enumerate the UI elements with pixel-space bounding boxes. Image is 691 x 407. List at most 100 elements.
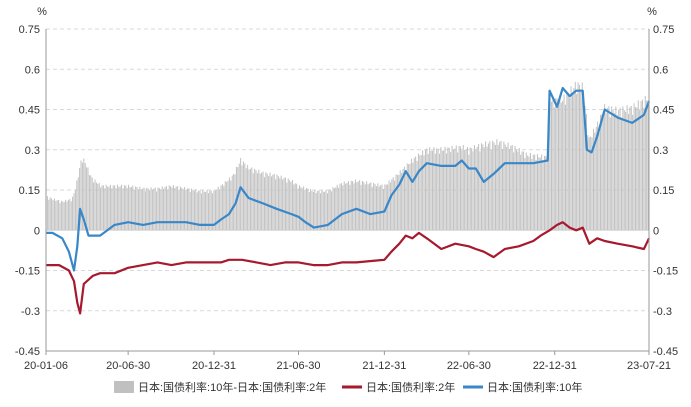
x-tick-label: 21-12-31 (362, 360, 406, 372)
spread-bar (224, 180, 226, 231)
spread-bar (535, 160, 537, 231)
y-tick-label-left: 0.6 (25, 64, 40, 76)
spread-bar (633, 103, 635, 231)
spread-bar (515, 149, 517, 231)
spread-bar (153, 188, 155, 231)
spread-bar (616, 115, 618, 231)
spread-bar (214, 190, 216, 231)
spread-bar (272, 174, 274, 231)
spread-bar (536, 153, 538, 231)
spread-bar (151, 189, 153, 231)
spread-bar (135, 186, 137, 231)
spread-bar (268, 176, 270, 231)
spread-bar (611, 106, 613, 231)
spread-bar (359, 180, 361, 231)
x-tick-label: 23-07-21 (627, 360, 671, 372)
spread-bar (486, 146, 488, 231)
spread-bar (576, 94, 578, 231)
spread-bar (150, 187, 152, 231)
spread-bar (440, 147, 442, 231)
spread-bar (416, 160, 418, 231)
spread-bar (569, 98, 571, 231)
spread-bar (198, 190, 200, 231)
spread-bar (188, 188, 190, 231)
spread-bar (262, 171, 264, 231)
spread-bar (52, 200, 54, 231)
spread-bar (511, 144, 513, 231)
spread-bar (216, 189, 218, 231)
spread-bar (462, 144, 464, 231)
spread-bar (412, 162, 414, 231)
spread-bar (557, 106, 559, 231)
yield-10y-line (46, 86, 651, 272)
spread-bar (343, 181, 345, 231)
spread-bar (566, 92, 568, 231)
spread-bar (399, 170, 401, 231)
spread-bar (562, 100, 564, 231)
spread-bar (479, 151, 481, 231)
spread-bar (436, 148, 438, 231)
spread-bar (559, 96, 561, 231)
spread-bar (353, 183, 355, 231)
spread-bar (587, 134, 589, 231)
spread-bar (612, 109, 614, 231)
spread-bar (293, 184, 295, 231)
spread-bar (126, 188, 128, 231)
spread-bar (588, 137, 590, 231)
spread-bar (508, 149, 510, 231)
spread-bar (111, 188, 113, 231)
spread-bar (146, 187, 148, 231)
spread-bar (499, 141, 501, 231)
spread-bar (91, 177, 93, 231)
spread-bar (321, 190, 323, 231)
spread-bar (160, 189, 162, 231)
y-tick-label-right: 0.15 (653, 185, 674, 197)
spread-bar (403, 166, 405, 231)
spread-bar (444, 146, 446, 231)
y-tick-label-left: 0.75 (19, 24, 40, 36)
y-tick-label-left: -0.15 (15, 266, 40, 278)
spread-bar (471, 148, 473, 231)
spread-bar (58, 199, 60, 231)
spread-bar (332, 187, 334, 231)
spread-bar (560, 102, 562, 231)
spread-bar (487, 143, 489, 231)
spread-bar (496, 139, 498, 231)
spread-bar (156, 191, 158, 231)
spread-bar (163, 188, 165, 231)
spread-bar (384, 184, 386, 231)
spread-bar (182, 189, 184, 231)
spread-bar (179, 186, 181, 231)
spread-bar (571, 92, 573, 231)
spread-bar (177, 186, 179, 231)
spread-bar (51, 198, 53, 231)
spread-bar (422, 150, 424, 231)
spread-bar (518, 148, 520, 231)
spread-bar (304, 190, 306, 231)
spread-bar (542, 160, 544, 231)
spread-bar (493, 142, 495, 231)
spread-bar (548, 125, 550, 231)
spread-bar (171, 187, 173, 231)
spread-bar (314, 190, 316, 231)
spread-bar (137, 189, 139, 231)
spread-bar (520, 154, 522, 231)
spread-bar (286, 182, 288, 231)
spread-bar (129, 187, 131, 231)
spread-bar (447, 147, 449, 231)
spread-bar (265, 172, 267, 231)
spread-bar (433, 147, 435, 231)
spread-bar (448, 147, 450, 231)
y-tick-label-right: -0.3 (653, 306, 672, 318)
spread-bar (595, 126, 597, 231)
spread-bar (49, 197, 51, 231)
spread-bar (66, 201, 68, 231)
y-tick-label-left: -0.45 (15, 346, 40, 358)
spread-bar (349, 184, 351, 231)
spread-bar (581, 82, 583, 231)
spread-bar (65, 199, 67, 231)
spread-bar (619, 107, 621, 231)
spread-bar (410, 158, 412, 231)
spread-bar (67, 199, 69, 231)
spread-bar (244, 163, 246, 231)
